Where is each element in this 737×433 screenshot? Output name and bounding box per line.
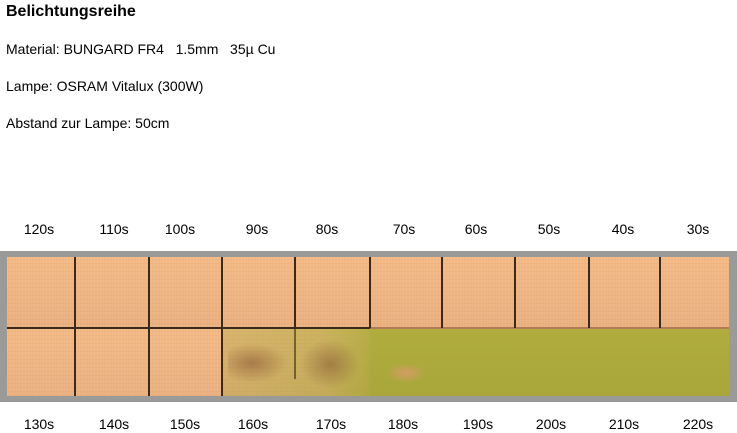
bottom-label: 200s <box>535 416 567 432</box>
bottom-label: 190s <box>462 416 494 432</box>
green-resist-area <box>222 329 729 396</box>
grid-line <box>221 329 223 396</box>
top-label: 60s <box>464 221 488 237</box>
grid-line <box>369 257 371 328</box>
pcb-exposure-photo <box>0 251 737 402</box>
grid-line <box>148 329 150 396</box>
stain <box>228 343 288 383</box>
grid-line <box>74 329 76 396</box>
grid-line <box>294 329 296 379</box>
grid-line <box>221 257 223 328</box>
row-divider <box>370 327 729 329</box>
top-label: 40s <box>611 221 635 237</box>
bottom-label: 150s <box>169 416 201 432</box>
grid-line <box>74 257 76 328</box>
grid-line <box>659 257 661 328</box>
top-label: 70s <box>392 221 416 237</box>
stain <box>386 363 426 383</box>
bottom-label: 220s <box>682 416 714 432</box>
top-label: 110s <box>99 221 129 237</box>
bottom-label: 210s <box>608 416 640 432</box>
top-label: 50s <box>537 221 561 237</box>
grid-line <box>588 257 590 328</box>
bottom-label: 180s <box>387 416 419 432</box>
grid-line <box>148 257 150 328</box>
bottom-label: 170s <box>315 416 347 432</box>
copper-strip-top <box>7 257 729 328</box>
row-divider <box>7 327 370 329</box>
bottom-label: 160s <box>237 416 269 432</box>
material-line: Material: BUNGARD FR4 1.5mm 35µ Cu <box>6 41 276 57</box>
top-label: 80s <box>315 221 339 237</box>
grid-line <box>441 257 443 328</box>
stain <box>300 339 360 389</box>
copper-strip-bottom <box>7 329 222 396</box>
top-label: 120s <box>23 221 55 237</box>
top-label: 90s <box>245 221 269 237</box>
top-label: 30s <box>686 221 710 237</box>
distance-line: Abstand zur Lampe: 50cm <box>6 115 170 131</box>
page-title: Belichtungsreihe <box>6 3 136 20</box>
grid-line <box>514 257 516 328</box>
grid-line <box>294 257 296 328</box>
top-label: 100s <box>164 221 196 237</box>
lamp-line: Lampe: OSRAM Vitalux (300W) <box>6 78 204 94</box>
bottom-label: 140s <box>98 416 130 432</box>
bottom-label: 130s <box>23 416 55 432</box>
